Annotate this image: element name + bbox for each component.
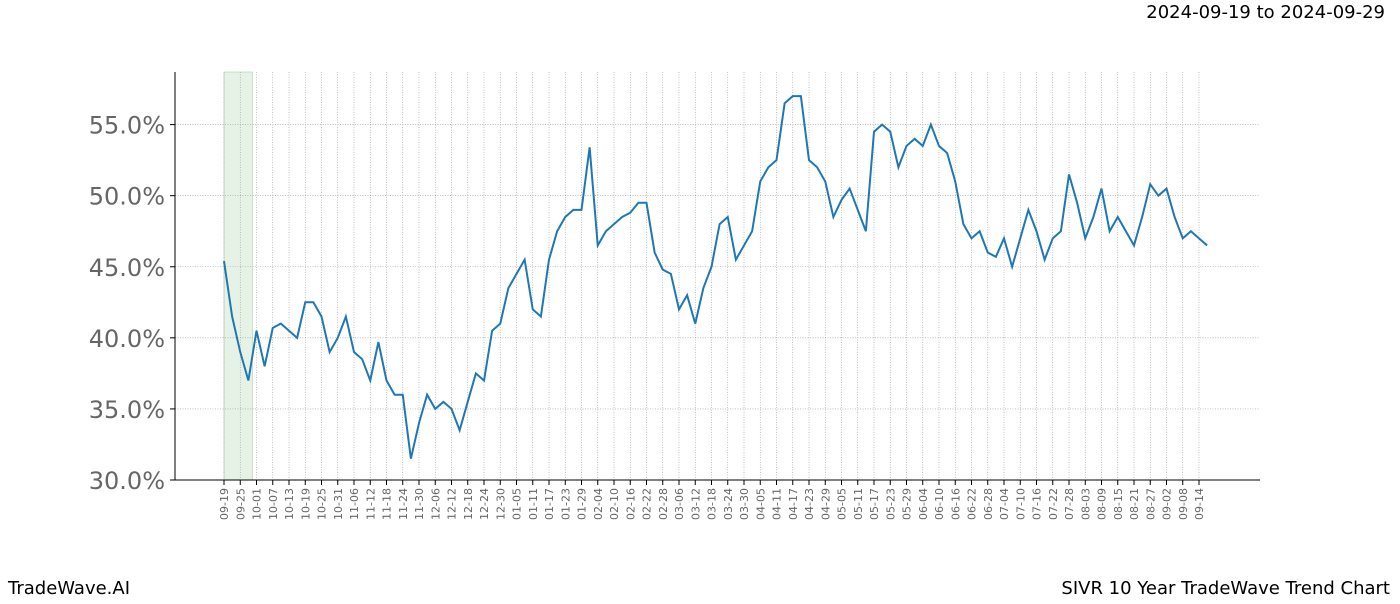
x-tick-label: 12-18 [462,488,475,520]
x-tick-label: 06-04 [917,488,930,520]
x-tick-label: 04-05 [754,488,767,520]
x-tick-label: 03-30 [738,488,751,520]
x-tick-label: 04-23 [803,488,816,520]
x-tick-label: 04-17 [787,488,800,520]
x-tick-label: 12-12 [446,488,459,520]
y-tick-label: 55.0% [89,112,165,140]
x-tick-label: 05-17 [868,488,881,520]
x-tick-label: 11-30 [413,488,426,520]
x-tick-label: 01-17 [543,488,556,520]
x-tick-label: 10-13 [283,488,296,520]
date-range: 2024-09-19 to 2024-09-29 [1146,2,1385,23]
x-tick-label: 05-11 [852,488,865,520]
x-tick-label: 11-12 [364,488,377,520]
x-tick-label: 09-02 [1161,488,1174,520]
x-tick-label: 07-28 [1063,488,1076,520]
x-tick-label: 04-29 [819,488,832,520]
x-tick-label: 11-18 [381,488,394,520]
x-tick-label: 02-22 [641,488,654,520]
x-tick-label: 10-19 [299,488,312,520]
x-tick-label: 03-06 [673,488,686,520]
y-tick-label: 35.0% [89,396,165,424]
x-tick-label: 08-03 [1079,488,1092,520]
x-tick-label: 06-22 [966,488,979,520]
x-tick-label: 11-24 [397,488,410,520]
x-tick-label: 09-08 [1177,488,1190,520]
highlight-band [223,71,253,481]
x-tick-label: 06-28 [982,488,995,520]
x-tick-label: 06-16 [949,488,962,520]
data-line [223,95,1208,459]
y-tick-label: 30.0% [89,467,165,495]
x-tick-label: 12-06 [429,488,442,520]
chart-title: SIVR 10 Year TradeWave Trend Chart [1061,578,1390,599]
y-tick-label: 45.0% [89,254,165,282]
x-tick-label: 05-05 [836,488,849,520]
x-tick-label: 11-06 [348,488,361,520]
x-tick-label: 09-14 [1193,488,1206,520]
x-tick-label: 02-04 [592,488,605,520]
x-tick-label: 10-01 [251,488,264,520]
x-tick-label: 01-23 [559,488,572,520]
x-tick-label: 04-11 [771,488,784,520]
x-tick-label: 02-10 [608,488,621,520]
x-tick-label: 10-07 [267,488,280,520]
x-tick-label: 02-16 [624,488,637,520]
x-tick-label: 05-23 [884,488,897,520]
x-tick-label: 07-10 [1014,488,1027,520]
x-tick-label: 12-30 [494,488,507,520]
x-tick-label: 03-18 [706,488,719,520]
x-tick-label: 01-05 [511,488,524,520]
x-tick-label: 08-09 [1096,488,1109,520]
x-tick-label: 08-27 [1144,488,1157,520]
x-tick-label: 03-24 [722,488,735,520]
x-tick-label: 10-25 [316,488,329,520]
x-tick-label: 06-10 [933,488,946,520]
x-tick-label: 02-28 [657,488,670,520]
x-tick-label: 07-22 [1047,488,1060,520]
x-tick-label: 03-12 [689,488,702,520]
x-tick-label: 07-16 [1031,488,1044,520]
y-tick-label: 50.0% [89,183,165,211]
x-tick-label: 08-21 [1128,488,1141,520]
x-tick-label: 01-11 [527,488,540,520]
x-tick-label: 08-15 [1112,488,1125,520]
x-tick-label: 07-04 [998,488,1011,520]
x-tick-label: 12-24 [478,488,491,520]
x-tick-label: 09-25 [234,488,247,520]
y-tick-label: 40.0% [89,325,165,353]
x-tick-label: 09-19 [218,488,231,520]
x-tick-label: 01-29 [576,488,589,520]
x-tick-label: 10-31 [332,488,345,520]
x-tick-label: 05-29 [901,488,914,520]
brand: TradeWave.AI [7,578,130,599]
